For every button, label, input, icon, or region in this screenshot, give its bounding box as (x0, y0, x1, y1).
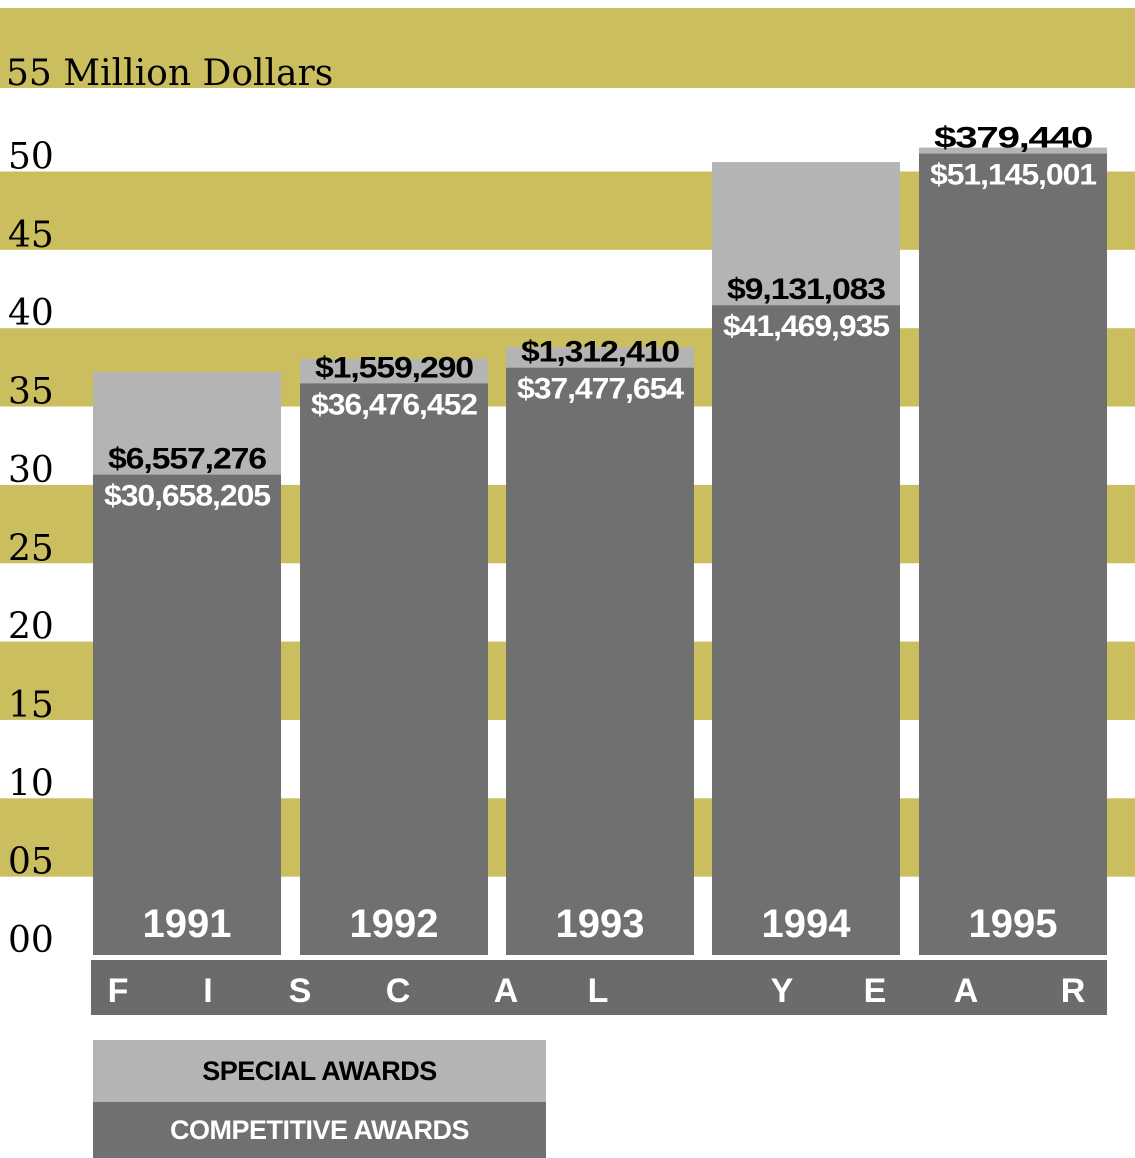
y-tick-label: 20 (8, 607, 54, 648)
y-tick-label: 40 (8, 293, 54, 334)
y-tick-label: 30 (8, 450, 54, 491)
y-tick-label: 25 (8, 528, 54, 569)
bar-special-1995 (919, 147, 1107, 154)
label-competitive-1995: $51,145,001 (930, 159, 1096, 192)
x-tick-label: 1994 (762, 902, 852, 946)
x-tick-label: 1992 (350, 902, 439, 946)
bar-competitive-1995 (919, 153, 1107, 955)
x-tick-label: 1993 (556, 902, 645, 946)
x-tick-label: 1991 (143, 902, 232, 946)
x-axis-letter: E (864, 972, 887, 1010)
y-tick-label: 10 (8, 763, 54, 804)
title-band (0, 8, 1135, 88)
label-special-1993: $1,312,410 (521, 336, 679, 369)
label-special-1995: $379,440 (934, 122, 1092, 155)
y-tick-label: 05 (8, 842, 54, 883)
bar-competitive-1991 (93, 474, 281, 955)
x-axis-letter: R (1061, 972, 1086, 1010)
y-tick-label: 15 (8, 685, 54, 726)
label-competitive-1994: $41,469,935 (723, 310, 889, 343)
bar-special-1992 (300, 358, 488, 384)
bar-competitive-1992 (300, 383, 488, 955)
x-axis-letter: A (494, 972, 519, 1010)
x-tick-label: 1995 (969, 902, 1058, 946)
legend-competitive-awards: COMPETITIVE AWARDS (93, 1102, 546, 1158)
y-tick-label: 00 (8, 920, 54, 961)
bars: $6,557,276 $30,658,205 1991 $1,559,290 $36,4… (93, 122, 1107, 955)
label-competitive-1992: $36,476,452 (311, 388, 477, 421)
x-axis-letter: F (108, 972, 129, 1010)
label-special-1992: $1,559,290 (315, 351, 473, 384)
chart-title: 55 Million Dollars (6, 53, 333, 94)
legend-special-awards: SPECIAL AWARDS (93, 1040, 546, 1102)
label-competitive-1993: $37,477,654 (517, 373, 684, 406)
x-axis-letter: L (588, 972, 609, 1010)
label-competitive-1991: $30,658,205 (104, 480, 270, 513)
bar-competitive-1993 (506, 367, 694, 955)
y-tick-label: 35 (8, 372, 54, 413)
x-axis-letter: S (289, 972, 312, 1010)
bar-competitive-1994 (712, 305, 900, 955)
x-axis-letter: I (203, 972, 212, 1010)
label-special-1991: $6,557,276 (108, 443, 266, 476)
fiscal-year-bar (91, 960, 1107, 1015)
x-axis-letter: C (386, 972, 411, 1010)
y-axis-ticks: 00 05 10 15 20 25 30 35 40 45 50 (8, 137, 54, 962)
label-special-1994: $9,131,083 (727, 273, 885, 306)
y-tick-label: 50 (8, 137, 54, 178)
y-tick-label: 45 (8, 215, 54, 256)
bar-special-1991 (93, 371, 281, 475)
x-axis-letter: Y (771, 972, 794, 1010)
x-axis-letter: A (954, 972, 979, 1010)
bar-special-1994 (712, 162, 900, 306)
bar-special-1993 (506, 347, 694, 368)
